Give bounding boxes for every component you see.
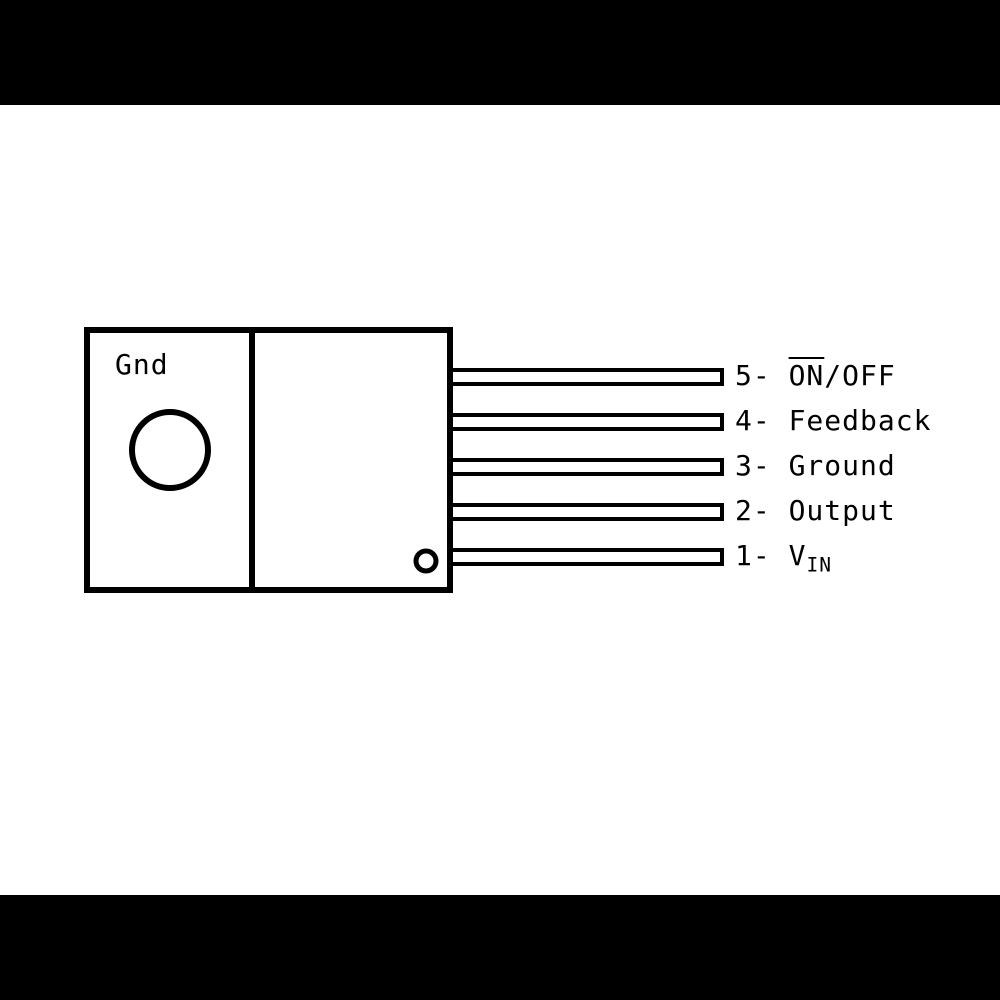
pin-label-3: 3- Ground — [735, 449, 896, 482]
diagram-canvas: Gnd 5- ON/OFF 4- Feedback 3- Ground 2- Outp… — [0, 105, 1000, 895]
pin-label-4: 4- Feedback — [735, 404, 931, 437]
pin-label-2: 2- Output — [735, 494, 896, 527]
ground-tab-label: Gnd — [115, 348, 169, 381]
pin-label-1: 1- VIN — [735, 539, 832, 577]
pin-label-5: 5- ON/OFF — [735, 359, 896, 392]
